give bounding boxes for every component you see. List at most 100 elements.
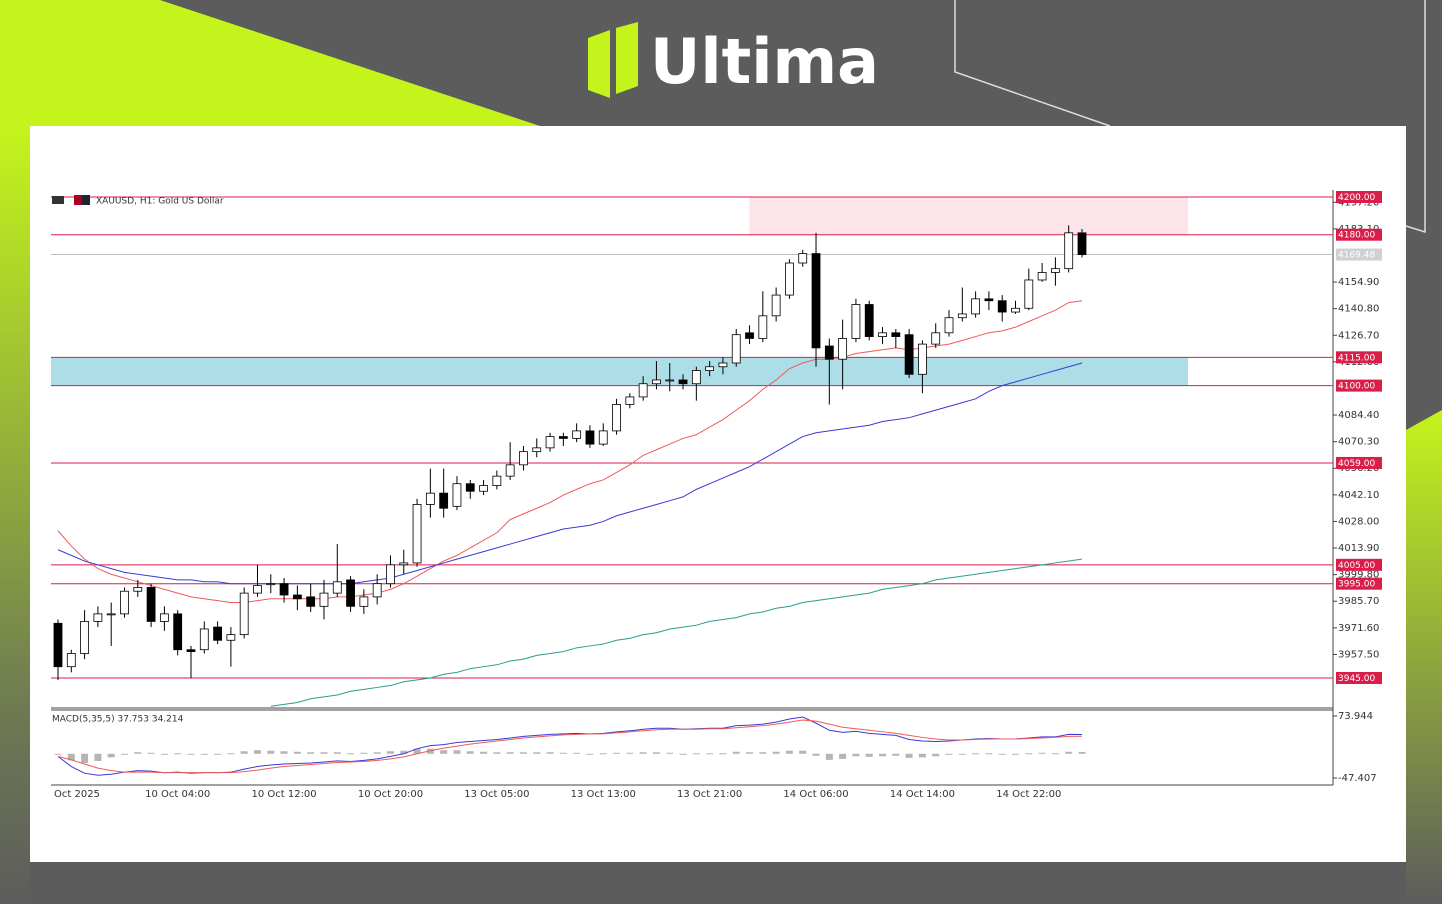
histogram-bar: [480, 751, 488, 754]
candle-body: [545, 436, 555, 449]
histogram-bar: [400, 750, 408, 754]
histogram-bar: [386, 751, 394, 754]
x-tick-label: 13 Oct 13:00: [571, 789, 636, 800]
histogram-bar: [825, 753, 833, 760]
histogram-bar: [307, 752, 315, 754]
candle-body: [745, 332, 754, 339]
histogram-bar: [160, 753, 168, 755]
candle-body: [572, 430, 582, 439]
level-label: 3945.00: [1338, 674, 1375, 684]
histogram-bar: [852, 753, 860, 757]
histogram-bar: [227, 753, 235, 755]
x-tick-label: 10 Oct 20:00: [358, 789, 423, 800]
macd-line: [57, 719, 1083, 774]
candle-body: [652, 379, 661, 385]
chart-panel: [30, 126, 1406, 862]
x-tick-label: 10 Oct 04:00: [145, 789, 210, 800]
candle-body: [1064, 232, 1074, 270]
histogram-bar: [147, 752, 155, 754]
y-tick-label: 73.944: [1338, 711, 1373, 722]
candle-body: [159, 613, 169, 622]
histogram-bar: [107, 753, 115, 758]
candle-body: [864, 304, 874, 337]
candle-body: [785, 262, 794, 296]
level-label: 4059.00: [1338, 459, 1375, 469]
candle-body: [1011, 307, 1020, 313]
plot: 4197.204183.104154.904140.804126.704112.…: [51, 190, 1382, 800]
candle-body: [425, 492, 435, 505]
candle-body: [1037, 272, 1047, 281]
candle-body: [519, 451, 528, 466]
histogram-bar: [706, 753, 714, 755]
level-label-bg: [1336, 351, 1382, 364]
candle-body: [918, 343, 927, 375]
level-label-bg: [1336, 456, 1382, 469]
candle-body: [213, 626, 222, 641]
histogram-bar: [320, 752, 328, 754]
chart-title: XAUUSD, H1: Gold US Dollar: [96, 197, 224, 207]
histogram-bar: [67, 753, 75, 761]
candle-body: [332, 581, 342, 594]
candle-body: [798, 253, 808, 264]
y-tick-label: 4154.90: [1338, 277, 1379, 288]
level-label-bg: [1336, 672, 1382, 685]
histogram-bar: [759, 752, 767, 754]
histogram-bar: [519, 752, 527, 754]
candle-body: [811, 253, 821, 349]
histogram-bar: [666, 752, 674, 754]
histogram-bar: [440, 750, 448, 754]
candle-body: [133, 587, 143, 592]
histogram-bar: [373, 752, 381, 754]
histogram-bar: [892, 753, 900, 756]
candle-body: [253, 585, 262, 594]
histogram-bar: [719, 753, 727, 755]
candle-body: [412, 504, 422, 564]
histogram-bar: [1012, 753, 1020, 755]
candle-body: [718, 362, 728, 368]
histogram-bar: [54, 753, 62, 755]
histogram-bar: [466, 751, 474, 754]
histogram-bar: [1078, 751, 1086, 754]
histogram-bar: [293, 751, 301, 754]
moving-average: [57, 362, 1083, 585]
candle-body: [731, 334, 741, 364]
histogram-bar: [746, 752, 754, 754]
macd-title: MACD(5,35,5) 37.753 34.214: [52, 715, 184, 725]
histogram-bar: [785, 750, 793, 754]
y-tick-label: 4126.70: [1338, 330, 1379, 341]
candle-body: [665, 379, 675, 382]
histogram-bar: [120, 753, 128, 755]
x-tick-label: Oct 2025: [54, 789, 100, 800]
histogram-bar: [81, 753, 89, 763]
moving-average: [270, 558, 1083, 707]
candle-body: [997, 300, 1007, 313]
icon: [74, 195, 82, 205]
x-tick-label: 13 Oct 05:00: [464, 789, 529, 800]
candle-body: [492, 475, 502, 486]
y-tick-label: 4140.80: [1338, 304, 1379, 315]
histogram-bar: [958, 753, 966, 755]
accent-triangle: [0, 0, 540, 126]
x-tick-label: 10 Oct 12:00: [251, 789, 316, 800]
histogram-bar: [360, 752, 368, 754]
candle-body: [66, 653, 76, 668]
histogram-bar: [253, 750, 261, 754]
histogram-bar: [240, 751, 248, 754]
y-tick-label: 3985.70: [1338, 596, 1379, 607]
histogram-bar: [94, 753, 102, 761]
candle-body: [1051, 268, 1060, 273]
candle-body: [878, 332, 887, 337]
candle-body: [625, 396, 635, 405]
candle-body: [452, 483, 462, 507]
candle-body: [931, 332, 941, 345]
candle-body: [266, 583, 276, 586]
histogram-bar: [985, 753, 993, 755]
icon: [82, 195, 90, 205]
y-tick-label: 3957.50: [1338, 649, 1379, 660]
candle-body: [239, 592, 249, 636]
candle-body: [851, 304, 861, 339]
level-label: 4200.00: [1338, 193, 1375, 203]
histogram-bar: [134, 752, 142, 754]
histogram-bar: [652, 752, 660, 754]
